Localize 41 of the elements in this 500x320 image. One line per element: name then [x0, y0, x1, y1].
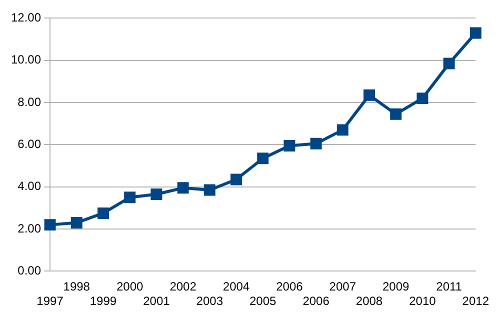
point [124, 192, 136, 204]
x-tick-label: 2005 [249, 294, 277, 308]
x-tick-label: 2006 [276, 280, 304, 294]
x-tick-label: 2012 [462, 294, 490, 308]
point [44, 219, 56, 231]
x-tick-label: 2009 [382, 280, 410, 294]
x-tick-label: 2001 [143, 294, 170, 308]
point [97, 207, 109, 219]
x-tick-label: 1998 [63, 280, 90, 294]
x-tick-label: 1997 [36, 294, 64, 308]
point [310, 138, 322, 150]
point [204, 184, 216, 196]
x-tick-label: 2006 [302, 294, 330, 308]
point [390, 108, 402, 120]
point [257, 152, 269, 164]
point [177, 182, 189, 194]
y-tick-label: 12.00 [11, 10, 42, 25]
point [443, 58, 455, 70]
x-tick-label: 2007 [329, 280, 356, 294]
y-tick-label: 6.00 [18, 137, 42, 152]
x-tick-label: 2003 [196, 294, 224, 308]
point [470, 27, 482, 39]
x-tick-label: 2010 [409, 294, 436, 308]
x-tick-label: 2008 [356, 294, 383, 308]
y-tick-label: 0.00 [18, 264, 42, 278]
y-tick-label: 10.00 [11, 52, 42, 67]
x-tick-label: 1999 [90, 294, 117, 308]
point [150, 188, 162, 200]
point [70, 216, 82, 228]
x-tick-label: 2011 [436, 280, 462, 294]
y-tick-label: 8.00 [18, 94, 42, 109]
y-tick-label: 2.00 [18, 221, 42, 236]
point [416, 92, 428, 104]
point [284, 140, 296, 152]
y-tick-label: 4.00 [18, 179, 42, 194]
x-tick-label: 2000 [116, 280, 144, 294]
x-tick-label: 2004 [222, 280, 250, 294]
point [230, 174, 242, 186]
point [364, 89, 375, 101]
point [336, 124, 348, 136]
x-tick-label: 2002 [170, 280, 197, 294]
